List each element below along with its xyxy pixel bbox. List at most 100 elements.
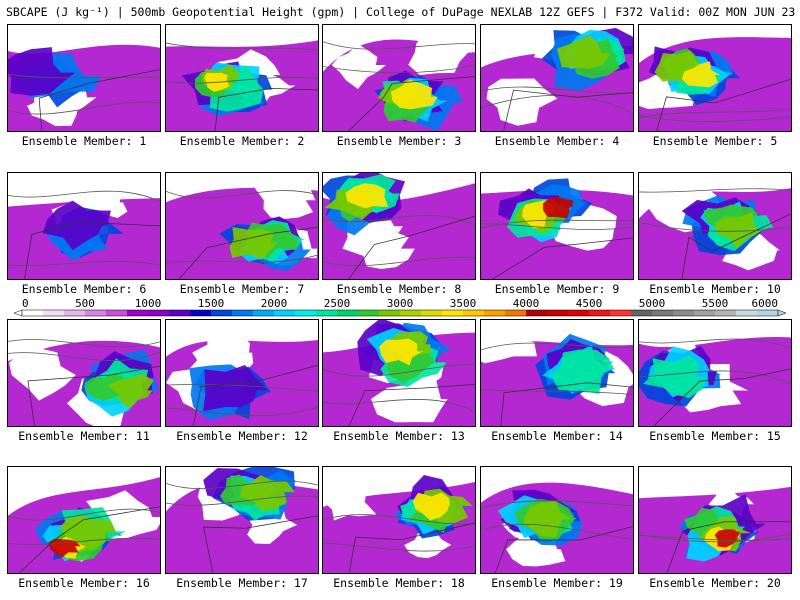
ensemble-member-caption: Ensemble Member: 17 [176, 576, 308, 590]
ensemble-member-caption: Ensemble Member: 2 [179, 134, 305, 148]
height-contour [639, 338, 791, 349]
coastline [214, 88, 318, 131]
clear-region [408, 26, 473, 76]
ensemble-member-caption: Ensemble Member: 12 [176, 429, 308, 443]
height-contour [323, 41, 475, 50]
ensemble-member-caption: Ensemble Member: 15 [649, 429, 781, 443]
cape-field-map [639, 336, 791, 426]
height-contour [323, 65, 475, 74]
colorbar-swatch [568, 310, 590, 316]
clear-region [370, 373, 448, 423]
coastline [38, 69, 160, 131]
map-panel-member-4 [480, 24, 634, 132]
cape-shading [524, 501, 573, 538]
colorbar-tick-label: 1000 [135, 297, 162, 310]
height-contour [8, 351, 160, 361]
colorbar-swatch [652, 310, 674, 316]
colorbar-swatch [106, 310, 128, 316]
map-panel-member-9 [480, 172, 634, 280]
height-contour [639, 109, 791, 119]
cape-shading [654, 50, 710, 84]
colorbar-swatch [274, 310, 296, 316]
colorbar-swatch [253, 310, 275, 316]
cape-shading [714, 211, 764, 249]
cape-field-map [166, 467, 318, 573]
height-contour [323, 399, 475, 413]
map-panel-member-20 [638, 466, 792, 574]
map-panel-member-5 [638, 24, 792, 132]
colorbar-tick-label: 2000 [261, 297, 288, 310]
colorbar-swatch [547, 310, 569, 316]
height-contour [166, 190, 318, 199]
height-contour [8, 537, 160, 545]
map-panel-member-19 [480, 466, 634, 574]
cape-field-map [323, 320, 475, 426]
colorbar-swatch [505, 310, 527, 316]
height-contour [166, 42, 318, 51]
cape-shading [556, 35, 611, 69]
cape-shading [412, 492, 450, 521]
coastline [656, 78, 791, 131]
cape-field-map [639, 183, 791, 279]
cape-shading [714, 529, 740, 548]
colorbar-swatch [211, 310, 233, 316]
cape-field-map [166, 40, 318, 131]
cape-field-map [8, 477, 160, 573]
coastline [18, 506, 160, 573]
ensemble-member-caption: Ensemble Member: 3 [336, 134, 462, 148]
map-panel-member-1 [7, 24, 161, 132]
height-contour [639, 221, 791, 232]
clear-region [254, 177, 316, 219]
cape-shading [379, 338, 424, 366]
ensemble-member-caption: Ensemble Member: 14 [491, 429, 623, 443]
map-panel-member-18 [322, 466, 476, 574]
height-contour [8, 190, 160, 202]
height-contour [166, 384, 318, 393]
colorbar-swatch [421, 310, 443, 316]
clear-region [324, 484, 377, 521]
cape-field-map [8, 185, 160, 279]
cape-shading [551, 349, 615, 395]
colorbar-swatch [589, 310, 611, 316]
height-contour [481, 523, 633, 540]
coastline [653, 368, 791, 426]
cape-shading [42, 200, 111, 251]
ensemble-member-caption: Ensemble Member: 7 [179, 282, 305, 296]
ensemble-member-caption: Ensemble Member: 19 [491, 576, 623, 590]
height-contour [166, 495, 318, 506]
colorbar-tick-label: 0 [22, 297, 29, 310]
clear-region [481, 320, 537, 364]
height-contour [166, 76, 318, 84]
coastline [203, 515, 318, 573]
height-contour [639, 188, 791, 193]
colorbar-swatch [715, 310, 737, 316]
cape-field-map [8, 44, 160, 131]
colorbar-swatch [43, 310, 65, 316]
height-contour [639, 533, 791, 543]
coastline [492, 237, 633, 279]
colorbar-swatch [757, 310, 779, 316]
map-panel-member-2 [165, 24, 319, 132]
coastline [27, 365, 160, 426]
clear-region [192, 327, 254, 378]
height-contour [323, 364, 475, 377]
colorbar-tick-label: 6000 [752, 297, 779, 310]
colorbar-swatch [694, 310, 716, 316]
colorbar: 0 500 1000 1500 2000 2500 3000 3500 4000 4500 5000… [13, 297, 787, 317]
colorbar-swatch [127, 310, 149, 316]
colorbar-swatch [631, 310, 653, 316]
map-panel-member-12 [165, 319, 319, 427]
cape-field-map [323, 26, 475, 131]
coastline [348, 383, 475, 426]
clear-region [331, 43, 387, 89]
coastline [24, 221, 160, 279]
colorbar-swatch [169, 310, 191, 316]
colorbar-swatch [232, 310, 254, 316]
coastline [503, 89, 633, 131]
map-panel-member-8 [322, 172, 476, 280]
ensemble-member-caption: Ensemble Member: 8 [336, 282, 462, 296]
cape-shading [203, 365, 268, 412]
colorbar-tick-label: 500 [75, 297, 95, 310]
cape-field-map [166, 327, 318, 426]
cape-field-map [323, 173, 475, 279]
